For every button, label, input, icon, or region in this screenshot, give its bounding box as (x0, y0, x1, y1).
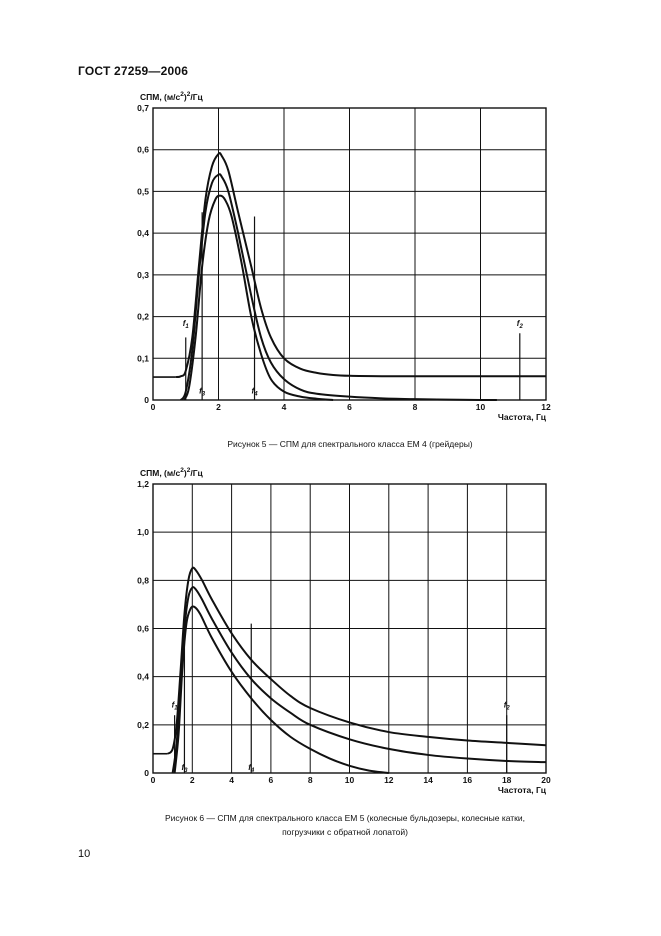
y-tick-label: 0,6 (137, 145, 149, 155)
x-tick-label: 0 (151, 402, 156, 412)
plot-frame (152, 483, 547, 774)
marker-label-f1: f1 (183, 319, 190, 330)
y-tick-label: 0,4 (137, 228, 149, 238)
marker-label-f2: f2 (517, 319, 524, 330)
y-axis-label: СПМ, (м/с2)2/Гц (140, 91, 204, 102)
y-tick-label: 0,4 (137, 672, 149, 682)
x-tick-label: 20 (541, 775, 551, 785)
series-line-upper (175, 152, 546, 379)
figure-6-caption: Рисунок 6 — СПМ для спектрального класса… (110, 811, 580, 839)
x-tick-label: 2 (216, 402, 221, 412)
series-line-middle (179, 173, 497, 402)
y-tick-label: 0,5 (137, 186, 149, 196)
y-tick-label: 0,6 (137, 624, 149, 634)
marker-label-f2: f2 (504, 700, 511, 711)
x-tick-label: 12 (384, 775, 394, 785)
x-axis-label: Частота, Гц (498, 412, 547, 422)
x-tick-label: 8 (413, 402, 418, 412)
marker-label-f4: f4 (248, 763, 255, 774)
x-tick-label: 0 (151, 775, 156, 785)
y-tick-label: 1,2 (137, 479, 149, 489)
x-tick-label: 6 (347, 402, 352, 412)
x-tick-label: 14 (423, 775, 433, 785)
plot-frame (152, 107, 547, 401)
x-tick-label: 8 (308, 775, 313, 785)
y-tick-label: 0,2 (137, 720, 149, 730)
marker-label-f3: f3 (199, 387, 206, 398)
x-tick-label: 6 (269, 775, 274, 785)
series-line-middle (171, 586, 547, 774)
marker-label-f1: f1 (172, 700, 179, 711)
y-tick-label: 0,7 (137, 103, 149, 113)
x-tick-label: 12 (541, 402, 551, 412)
x-tick-label: 4 (229, 775, 234, 785)
y-tick-label: 0,2 (137, 312, 149, 322)
figure-6-caption-line2: погрузчики с обратной лопатой) (282, 827, 408, 837)
page-number: 10 (78, 848, 91, 860)
x-tick-label: 2 (190, 775, 195, 785)
x-tick-label: 10 (476, 402, 486, 412)
y-tick-label: 0 (144, 768, 149, 778)
y-tick-label: 0 (144, 395, 149, 405)
x-axis-label: Частота, Гц (498, 785, 547, 795)
y-tick-label: 0,1 (137, 353, 149, 363)
y-axis-label: СПМ, (м/с2)2/Гц (140, 467, 204, 478)
document-header: ГОСТ 27259—2006 (78, 64, 189, 78)
chart-figure-6: 0 2 4 6 8 10 12 14 16 18 20 0 0,2 0,4 0,6 0,8 1,0 1,2СПМ,… (137, 467, 551, 795)
y-tick-label: 1,0 (137, 527, 149, 537)
x-tick-label: 18 (502, 775, 512, 785)
x-tick-label: 16 (463, 775, 473, 785)
y-tick-label: 0,8 (137, 575, 149, 585)
y-tick-label: 0,3 (137, 270, 149, 280)
marker-label-f4: f4 (252, 387, 259, 398)
figure-5-caption: Рисунок 5 — СПМ для спектрального класса… (227, 439, 473, 449)
x-tick-label: 10 (345, 775, 355, 785)
series-line-lower (183, 194, 334, 401)
marker-label-f3: f3 (181, 763, 188, 774)
x-tick-label: 4 (282, 402, 287, 412)
figure-6-caption-line1: Рисунок 6 — СПМ для спектрального класса… (165, 813, 525, 823)
